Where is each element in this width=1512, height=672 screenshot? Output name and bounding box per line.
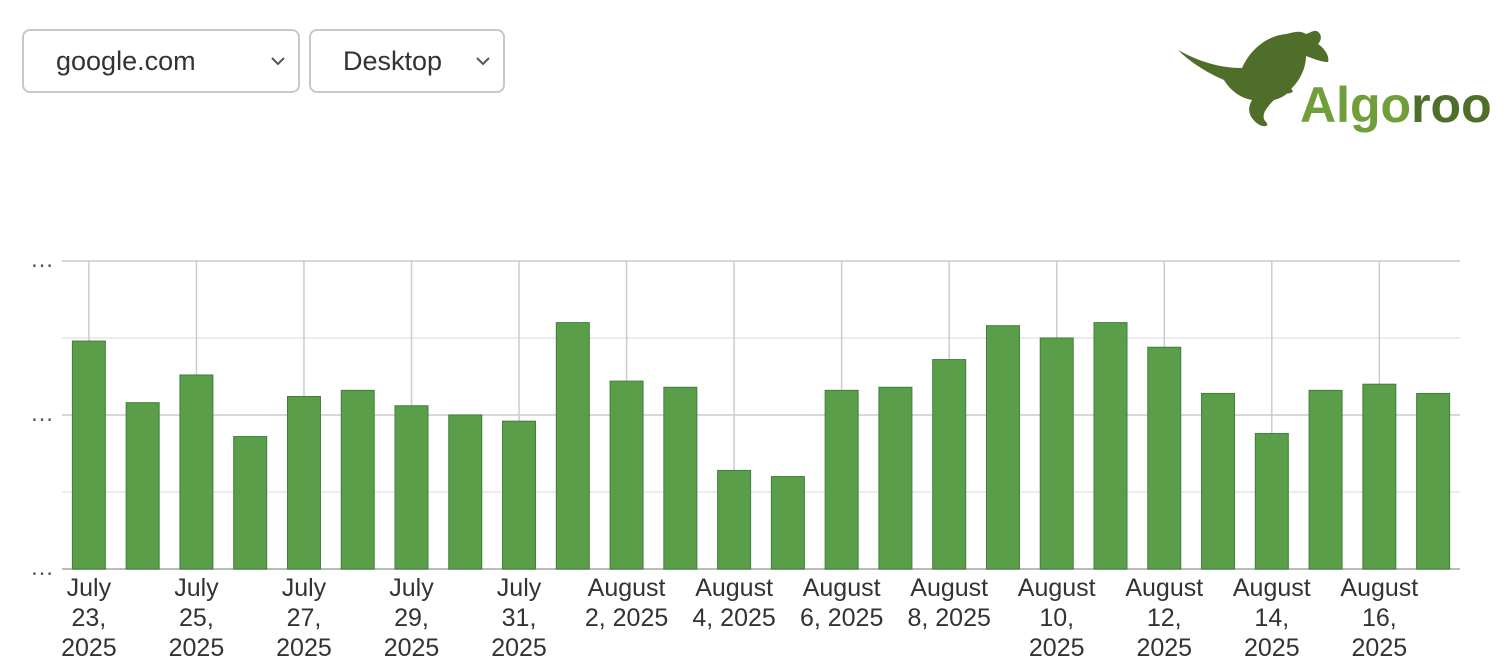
bar[interactable] bbox=[717, 469, 752, 570]
bar[interactable] bbox=[448, 414, 483, 570]
bar[interactable] bbox=[1147, 346, 1182, 570]
x-tick-label: July 23, 2025 bbox=[61, 574, 117, 662]
bar[interactable] bbox=[932, 359, 967, 570]
bar[interactable] bbox=[770, 476, 805, 570]
device-select[interactable]: Desktop bbox=[309, 29, 505, 93]
chart-grid bbox=[62, 260, 1460, 570]
kangaroo-icon bbox=[1178, 30, 1329, 127]
bar[interactable] bbox=[1039, 337, 1074, 570]
x-tick-label: July 27, 2025 bbox=[276, 574, 332, 662]
domain-select[interactable]: google.com bbox=[22, 29, 300, 93]
x-tick-label: August 2, 2025 bbox=[585, 574, 668, 632]
bar[interactable] bbox=[555, 322, 590, 570]
logo-text-light: Algo bbox=[1300, 77, 1412, 133]
x-tick-label: August 4, 2025 bbox=[692, 574, 775, 632]
bar[interactable] bbox=[1093, 322, 1128, 570]
chevron-down-icon bbox=[476, 57, 490, 66]
x-tick-label: August 16, 2025 bbox=[1340, 574, 1418, 662]
bar[interactable] bbox=[1254, 432, 1289, 570]
device-select-value: Desktop bbox=[343, 45, 443, 76]
x-tick-label: August 14, 2025 bbox=[1233, 574, 1311, 662]
x-tick-label: July 31, 2025 bbox=[491, 574, 547, 662]
y-tick-label: … bbox=[30, 554, 54, 581]
y-axis: … … … bbox=[30, 246, 54, 581]
bar[interactable] bbox=[1201, 392, 1236, 570]
x-tick-label: July 29, 2025 bbox=[384, 574, 440, 662]
bar[interactable] bbox=[824, 389, 859, 570]
y-tick-label: … bbox=[30, 246, 54, 273]
bar[interactable] bbox=[340, 389, 375, 570]
bar[interactable] bbox=[1416, 392, 1451, 570]
x-tick-label: August 12, 2025 bbox=[1125, 574, 1203, 662]
domain-select-value: google.com bbox=[56, 45, 196, 76]
bar[interactable] bbox=[125, 402, 160, 570]
bar[interactable] bbox=[71, 340, 106, 570]
bar[interactable] bbox=[1362, 383, 1397, 570]
y-tick-label: … bbox=[30, 400, 54, 427]
x-tick-label: August 8, 2025 bbox=[907, 574, 990, 632]
bar[interactable] bbox=[878, 386, 913, 570]
bar[interactable] bbox=[502, 420, 537, 570]
x-tick-label: July 25, 2025 bbox=[169, 574, 225, 662]
bar[interactable] bbox=[286, 396, 321, 570]
bar[interactable] bbox=[985, 325, 1020, 570]
bar[interactable] bbox=[1308, 389, 1343, 570]
chart-bars bbox=[71, 322, 1451, 570]
x-tick-label: August 6, 2025 bbox=[800, 574, 883, 632]
bar[interactable] bbox=[233, 436, 268, 570]
logo-wordmark: Algoroo bbox=[1300, 76, 1492, 134]
x-axis: July 23, 2025 July 25, 2025 July 27, 2025 July 29,… bbox=[61, 574, 1418, 662]
bar[interactable] bbox=[609, 380, 644, 570]
bar[interactable] bbox=[179, 374, 214, 570]
x-tick-label: August 10, 2025 bbox=[1018, 574, 1096, 662]
bar[interactable] bbox=[394, 405, 429, 570]
chevron-down-icon bbox=[271, 57, 285, 66]
bar[interactable] bbox=[663, 386, 698, 570]
logo-text-dark: roo bbox=[1411, 77, 1492, 133]
